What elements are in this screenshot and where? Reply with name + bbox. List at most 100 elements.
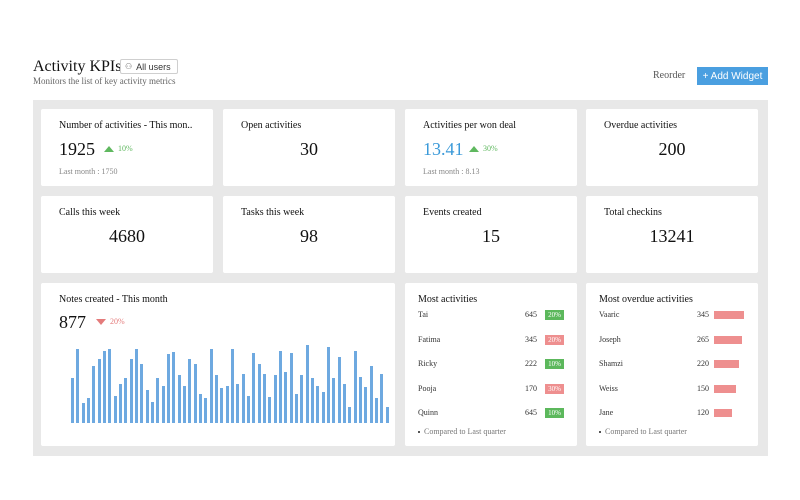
notes-bar <box>145 390 149 423</box>
overdue-bar <box>714 409 732 417</box>
trend-indicator: 10% <box>104 144 133 153</box>
overdue-bar <box>714 311 744 319</box>
kpi-card-open-activities[interactable]: Open activities 30 <box>223 109 395 186</box>
kpi-card-events-created[interactable]: Events created 15 <box>405 196 577 273</box>
kpi-card-tasks-week[interactable]: Tasks this week 98 <box>223 196 395 273</box>
notes-bar <box>353 350 357 423</box>
change-badge: 10% <box>545 359 564 369</box>
page-title: Activity KPIs <box>33 58 122 75</box>
card-title: Most overdue activities <box>599 294 693 305</box>
kpi-card-activities-month[interactable]: Number of activities - This mon.. 1925 1… <box>41 109 213 186</box>
overdue-count: 220 <box>697 359 709 368</box>
user-filter-button[interactable]: ⚇ All users <box>120 59 178 74</box>
most-overdue-card[interactable]: Most overdue activities Vaaric 345 Joseph 2… <box>586 283 758 446</box>
last-period-value: Last month : 1750 <box>59 167 118 176</box>
notes-created-card[interactable]: Notes created - This month 877 20% <box>41 283 395 446</box>
notes-bar <box>119 383 122 423</box>
list-item[interactable]: Fatima 345 20% <box>418 334 564 360</box>
notes-bar <box>300 375 304 423</box>
card-title: Number of activities - This mon.. <box>59 120 193 131</box>
bullet-icon <box>599 430 601 433</box>
list-item[interactable]: Tai 645 20% <box>418 310 564 335</box>
overdue-bar <box>714 360 739 368</box>
notes-bar <box>364 386 368 423</box>
users-icon: ⚇ <box>125 62 133 71</box>
overdue-count: 265 <box>697 334 709 344</box>
activity-count: 645 <box>525 408 537 417</box>
kpi-card-overdue[interactable]: Overdue activities 200 <box>586 109 758 186</box>
user-name: Joseph <box>599 334 621 344</box>
most-activities-card[interactable]: Most activities Tai 645 20% Fatima 345 20% Ric… <box>405 283 577 446</box>
notes-bar <box>332 377 336 423</box>
notes-bar <box>103 350 106 423</box>
activity-count: 170 <box>525 383 537 393</box>
card-title: Events created <box>423 207 482 218</box>
user-name: Pooja <box>418 383 437 393</box>
kpi-card-per-won-deal[interactable]: Activities per won deal 13.41 30% Last m… <box>405 109 577 186</box>
notes-bar <box>268 396 272 423</box>
notes-bar <box>140 363 144 423</box>
user-name: Quinn <box>418 408 438 417</box>
user-name: Fatima <box>418 334 441 344</box>
notes-bar <box>321 391 325 423</box>
comparison-note: Compared to Last quarter <box>418 427 506 436</box>
notes-bar <box>199 394 202 423</box>
notes-bar <box>215 375 218 423</box>
card-title: Open activities <box>241 120 302 131</box>
notes-bar <box>247 395 250 423</box>
notes-bar <box>209 349 213 423</box>
notes-bar <box>113 395 117 423</box>
trend-value: 20% <box>110 317 125 326</box>
notes-bar <box>225 386 229 423</box>
note-text: Compared to Last quarter <box>424 427 506 436</box>
user-name: Vaaric <box>599 310 620 319</box>
last-period-value: Last month : 8.13 <box>423 167 480 176</box>
change-badge: 30% <box>545 383 564 394</box>
notes-bar <box>188 358 192 423</box>
notes-bar <box>380 373 384 423</box>
trend-up-icon <box>104 145 114 152</box>
notes-bar <box>295 394 298 423</box>
notes-bar <box>241 373 245 423</box>
change-badge: 20% <box>545 334 564 345</box>
notes-bar <box>204 398 208 423</box>
notes-bar-chart <box>71 345 391 423</box>
kpi-value: 13241 <box>649 226 695 246</box>
reorder-link[interactable]: Reorder <box>653 70 686 81</box>
kpi-card-calls-week[interactable]: Calls this week 4680 <box>41 196 213 273</box>
list-item[interactable]: Quinn 645 10% <box>418 408 564 433</box>
notes-bar <box>337 357 341 423</box>
kpi-value: 1925 <box>59 139 95 159</box>
notes-bar <box>327 347 330 423</box>
list-item[interactable]: Jane 120 <box>599 408 745 433</box>
card-title: Notes created - This month <box>59 294 168 305</box>
overdue-bar <box>714 335 742 344</box>
notes-bar <box>172 351 176 423</box>
notes-bar <box>108 349 112 423</box>
bullet-icon <box>418 430 420 433</box>
notes-bar <box>87 398 90 423</box>
list-item[interactable]: Shamzi 220 <box>599 359 745 384</box>
notes-bar <box>348 406 352 423</box>
list-item[interactable]: Vaaric 345 <box>599 310 745 335</box>
list-item[interactable]: Ricky 222 10% <box>418 359 564 384</box>
notes-bar <box>305 345 309 423</box>
notes-bar <box>71 377 74 423</box>
list-item[interactable]: Weiss 150 <box>599 384 745 409</box>
notes-bar <box>385 406 389 423</box>
most-activities-list: Tai 645 20% Fatima 345 20% Ricky 222 10% Pooja 170… <box>418 310 564 433</box>
kpi-card-total-checkins[interactable]: Total checkins 13241 <box>586 196 758 273</box>
kpi-value: 30 <box>300 139 318 159</box>
list-item[interactable]: Joseph 265 <box>599 335 745 360</box>
change-badge: 20% <box>545 310 564 320</box>
overdue-count: 120 <box>697 408 709 417</box>
change-badge: 10% <box>545 408 564 418</box>
add-widget-button[interactable]: + Add Widget <box>697 67 768 85</box>
notes-bar <box>124 377 128 423</box>
card-title: Total checkins <box>604 207 662 218</box>
notes-bar <box>156 377 160 423</box>
note-text: Compared to Last quarter <box>605 427 687 436</box>
list-item[interactable]: Pooja 170 30% <box>418 383 564 409</box>
notes-bar <box>263 373 266 423</box>
kpi-value: 98 <box>300 226 318 246</box>
